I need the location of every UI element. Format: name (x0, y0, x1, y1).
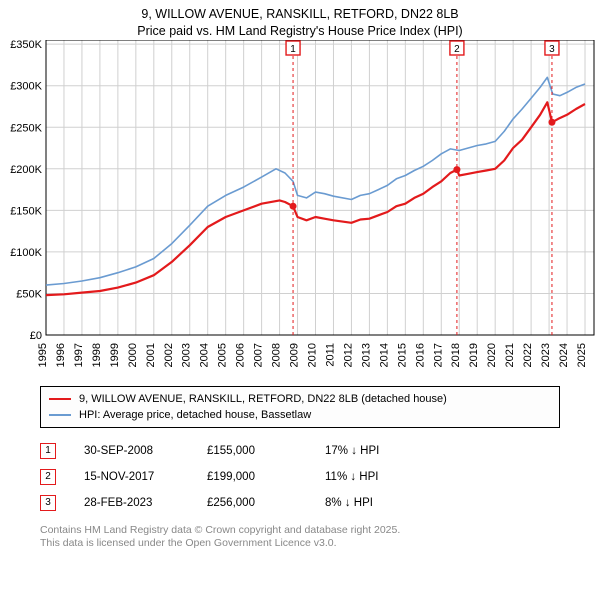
svg-text:2003: 2003 (181, 343, 193, 367)
marker-price: £199,000 (207, 471, 297, 483)
chart-svg: £0 £50K £100K £150K £200K £250K £300K £350K 1995… (0, 40, 600, 380)
svg-text:2015: 2015 (396, 343, 408, 367)
marker-number: 3 (45, 497, 51, 508)
marker-number: 1 (45, 445, 51, 456)
svg-text:2: 2 (454, 44, 460, 55)
marker-number-box: 3 (40, 495, 56, 511)
title-line-2: Price paid vs. HM Land Registry's House … (0, 23, 600, 40)
svg-text:1995: 1995 (37, 343, 49, 367)
svg-text:2021: 2021 (504, 343, 516, 367)
svg-text:£200K: £200K (10, 164, 42, 176)
title-line-1: 9, WILLOW AVENUE, RANSKILL, RETFORD, DN2… (0, 6, 600, 23)
svg-text:2020: 2020 (486, 343, 498, 367)
legend-swatch (49, 398, 71, 401)
marker-row: 1 30-SEP-2008 £155,000 17% ↓ HPI (40, 438, 560, 464)
footer-attribution: Contains HM Land Registry data © Crown c… (40, 524, 560, 551)
svg-text:1998: 1998 (91, 343, 103, 367)
svg-text:2018: 2018 (450, 343, 462, 367)
svg-text:2002: 2002 (163, 343, 175, 367)
svg-text:1999: 1999 (109, 343, 121, 367)
svg-text:£350K: £350K (10, 40, 42, 51)
marker-row: 2 15-NOV-2017 £199,000 11% ↓ HPI (40, 464, 560, 490)
svg-text:2025: 2025 (576, 343, 588, 367)
footer-line-1: Contains HM Land Registry data © Crown c… (40, 524, 560, 538)
svg-text:£150K: £150K (10, 205, 42, 217)
marker-delta: 17% ↓ HPI (325, 445, 379, 457)
marker-date: 28-FEB-2023 (84, 497, 179, 509)
svg-text:3: 3 (549, 44, 555, 55)
svg-text:2013: 2013 (360, 343, 372, 367)
marker-row: 3 28-FEB-2023 £256,000 8% ↓ HPI (40, 490, 560, 516)
chart-title: 9, WILLOW AVENUE, RANSKILL, RETFORD, DN2… (0, 0, 600, 40)
marker-date: 30-SEP-2008 (84, 445, 179, 457)
svg-text:2007: 2007 (253, 343, 265, 367)
svg-text:£50K: £50K (16, 288, 42, 300)
svg-text:1996: 1996 (55, 343, 67, 367)
svg-text:2017: 2017 (432, 343, 444, 367)
marker-date: 15-NOV-2017 (84, 471, 179, 483)
svg-text:2001: 2001 (145, 343, 157, 367)
legend-item: HPI: Average price, detached house, Bass… (49, 407, 551, 423)
legend-swatch (49, 414, 71, 417)
legend-label: 9, WILLOW AVENUE, RANSKILL, RETFORD, DN2… (79, 393, 447, 405)
svg-text:2011: 2011 (324, 343, 336, 367)
line-chart: £0 £50K £100K £150K £200K £250K £300K £350K 1995… (0, 40, 600, 380)
marker-delta: 11% ↓ HPI (325, 471, 378, 483)
marker-number-box: 1 (40, 443, 56, 459)
svg-text:£0: £0 (30, 330, 42, 342)
footer-line-2: This data is licensed under the Open Gov… (40, 537, 560, 551)
svg-text:2014: 2014 (378, 343, 390, 367)
svg-text:2012: 2012 (342, 343, 354, 367)
svg-text:1: 1 (290, 44, 296, 55)
svg-text:2006: 2006 (235, 343, 247, 367)
svg-text:2008: 2008 (271, 343, 283, 367)
svg-text:£250K: £250K (10, 122, 42, 134)
svg-text:2004: 2004 (199, 343, 211, 367)
svg-text:2016: 2016 (414, 343, 426, 367)
svg-text:2024: 2024 (558, 343, 570, 367)
svg-text:2009: 2009 (289, 343, 301, 367)
marker-number-box: 2 (40, 469, 56, 485)
svg-text:2023: 2023 (540, 343, 552, 367)
marker-price: £256,000 (207, 497, 297, 509)
svg-text:£100K: £100K (10, 247, 42, 259)
legend-label: HPI: Average price, detached house, Bass… (79, 409, 311, 421)
marker-price: £155,000 (207, 445, 297, 457)
marker-delta: 8% ↓ HPI (325, 497, 373, 509)
svg-text:1997: 1997 (73, 343, 85, 367)
svg-text:2019: 2019 (468, 343, 480, 367)
legend: 9, WILLOW AVENUE, RANSKILL, RETFORD, DN2… (40, 386, 560, 428)
svg-text:2005: 2005 (217, 343, 229, 367)
svg-text:2010: 2010 (307, 343, 319, 367)
svg-text:2022: 2022 (522, 343, 534, 367)
marker-number: 2 (45, 471, 51, 482)
legend-item: 9, WILLOW AVENUE, RANSKILL, RETFORD, DN2… (49, 391, 551, 407)
svg-text:2000: 2000 (127, 343, 139, 367)
svg-text:£300K: £300K (10, 80, 42, 92)
markers-table: 1 30-SEP-2008 £155,000 17% ↓ HPI 2 15-NO… (40, 438, 560, 516)
